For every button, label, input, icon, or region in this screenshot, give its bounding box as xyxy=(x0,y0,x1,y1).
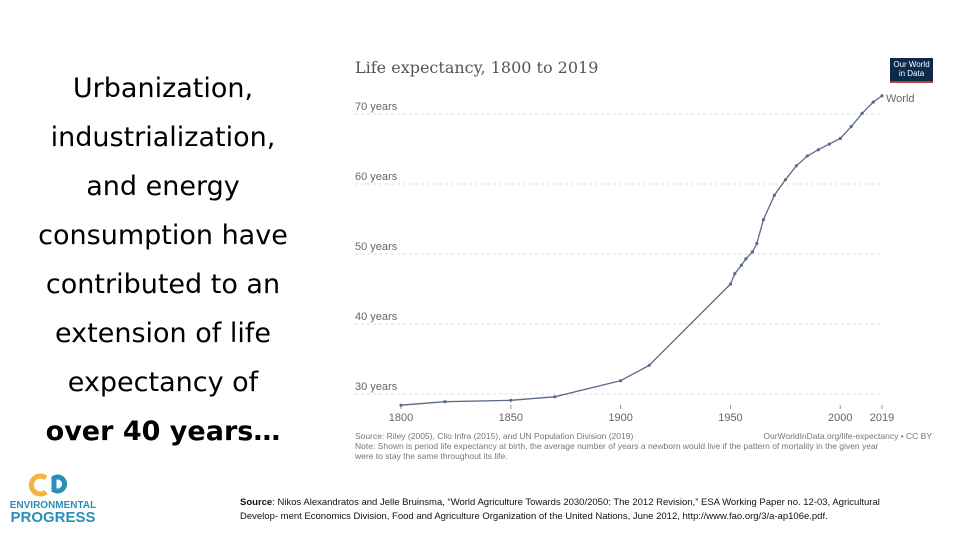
series-line xyxy=(400,95,883,406)
point xyxy=(772,193,776,197)
y-tick-label: 60 years xyxy=(355,171,398,183)
x-tick-label: 1850 xyxy=(499,412,523,424)
x-tick-label: 2019 xyxy=(870,412,894,424)
chart-note: were to stay the same throughout its lif… xyxy=(354,451,508,461)
point xyxy=(509,398,513,402)
slide-text: Urbanization, industrialization, and energ… xyxy=(38,73,288,447)
point xyxy=(443,400,447,404)
point xyxy=(755,241,759,246)
point xyxy=(783,178,787,182)
point xyxy=(647,363,651,367)
point xyxy=(871,100,875,104)
slide-line: consumption have xyxy=(38,220,288,251)
source-line: : Nikos Alexandratos and Jelle Bruinsma,… xyxy=(272,497,880,508)
point xyxy=(794,164,798,168)
point xyxy=(733,272,737,276)
brand-text: Our World xyxy=(893,60,929,69)
slide-line: and energy xyxy=(86,171,239,202)
brand-box xyxy=(890,58,933,83)
point xyxy=(750,250,755,254)
slide-line: expectancy of xyxy=(68,367,260,398)
slide-line: contributed to an xyxy=(46,269,280,300)
logo-text: ENVIRONMENTAL xyxy=(10,500,96,511)
point xyxy=(816,148,820,152)
source-line: Develop- ment Economics Division, Food a… xyxy=(240,511,828,522)
chart-source: Source: Riley (2005), Clio Infra (2015),… xyxy=(355,431,633,441)
slide-line: extension of life xyxy=(55,318,271,349)
source-text: Source: Nikos Alexandratos and Jelle Bru… xyxy=(240,497,880,508)
slide-line: industrialization, xyxy=(51,122,276,153)
point xyxy=(553,395,557,399)
slide-line-bold: over 40 years… xyxy=(46,416,281,447)
point xyxy=(739,263,744,267)
chart-url: OurWorldInData.org/life-expectancy • CC … xyxy=(763,431,932,441)
point xyxy=(849,125,853,129)
point xyxy=(728,282,733,286)
brand-text: in Data xyxy=(899,69,925,78)
chart-title: Life expectancy, 1800 to 2019 xyxy=(355,58,598,77)
x-tick-label: 1900 xyxy=(608,412,632,424)
x-tick-label: 2000 xyxy=(828,412,852,424)
x-tick-label: 1950 xyxy=(718,412,742,424)
source-label: Source xyxy=(240,497,272,508)
chart-note: Note: Shown is period life expectancy at… xyxy=(355,441,879,451)
y-tick-label: 70 years xyxy=(355,101,398,113)
point xyxy=(860,111,864,115)
point xyxy=(880,94,884,98)
series-label: World xyxy=(886,93,915,105)
y-tick-label: 50 years xyxy=(355,241,398,253)
brand-stripe xyxy=(890,81,933,83)
point xyxy=(827,142,831,146)
y-tick-label: 40 years xyxy=(355,311,398,323)
point xyxy=(399,403,403,407)
logo-icon xyxy=(28,473,68,497)
slide-line: Urbanization, xyxy=(73,73,253,104)
x-tick-label: 1800 xyxy=(389,412,413,424)
y-tick-label: 30 years xyxy=(355,381,398,393)
point xyxy=(838,136,842,141)
point xyxy=(805,154,809,158)
logo-text: PROGRESS xyxy=(10,509,95,526)
point xyxy=(761,218,765,222)
point xyxy=(619,379,623,383)
point xyxy=(744,257,748,261)
